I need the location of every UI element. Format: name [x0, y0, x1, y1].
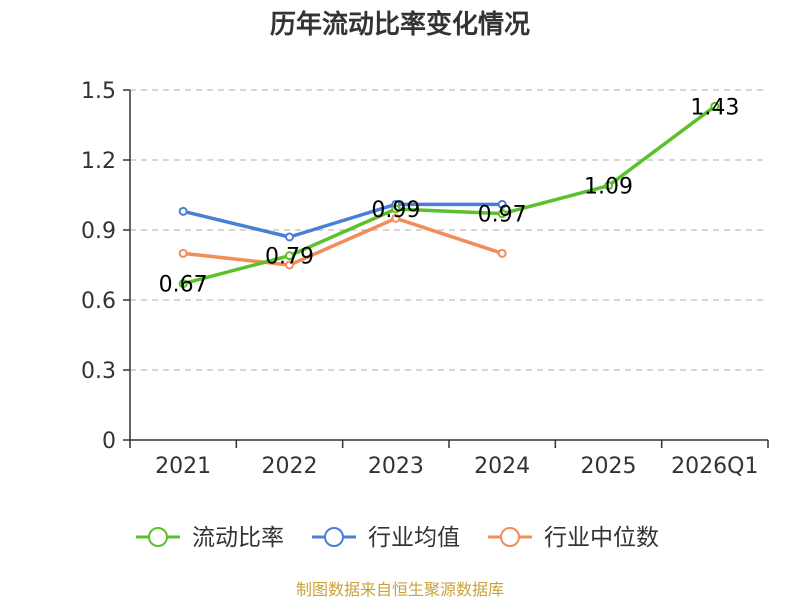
data-label-5: 1.43 — [690, 95, 739, 120]
series-2-point-2 — [391, 213, 401, 223]
legend-marker-2 — [500, 527, 520, 547]
legend-label-0: 流动比率 — [192, 525, 284, 551]
series-layer — [178, 101, 720, 289]
series-0-point-2 — [391, 204, 401, 214]
source-note: 制图数据来自恒生聚源数据库 — [296, 580, 504, 599]
y-tick-label-3: 0.9 — [81, 219, 116, 244]
axes: 0 0.3 0.6 0.9 1.2 1.5 2021 2022 2023 2024 2025 2026… — [81, 79, 769, 479]
legend-marker-1 — [324, 527, 344, 547]
series-0-point-5 — [710, 101, 720, 111]
data-labels: 0.67 0.79 0.99 0.97 1.09 1.43 — [159, 95, 740, 297]
series-0-point-4 — [604, 181, 613, 191]
legend-label-1: 行业均值 — [368, 525, 460, 551]
series-2-point-0 — [178, 248, 188, 258]
series-line-2 — [182, 216, 503, 267]
x-tick-label-2: 2023 — [368, 454, 424, 479]
y-tick-label-4: 1.2 — [81, 149, 116, 174]
chart-title: 历年流动比率变化情况 — [270, 9, 530, 40]
x-tick-label-1: 2022 — [262, 454, 318, 479]
series-0-point-3 — [497, 209, 507, 219]
data-label-3: 0.97 — [478, 203, 527, 228]
series-0-point-1 — [285, 251, 294, 261]
x-tick-label-0: 2021 — [155, 454, 211, 479]
legend-label-2: 行业中位数 — [544, 525, 659, 551]
x-tick-label-4: 2025 — [581, 454, 637, 479]
series-line-1 — [182, 202, 503, 239]
y-tick-label-0: 0 — [102, 429, 116, 454]
y-tick-label-5: 1.5 — [81, 79, 116, 104]
series-2-point-1 — [285, 260, 294, 270]
series-1-point-3 — [497, 199, 507, 209]
legend: 流动比率 行业均值 行业中位数 — [136, 525, 659, 551]
data-label-4: 1.09 — [584, 175, 633, 200]
data-label-1: 0.79 — [265, 245, 314, 270]
series-1-point-0 — [178, 206, 188, 216]
data-label-2: 0.99 — [371, 198, 420, 223]
x-tick-label-3: 2024 — [474, 454, 530, 479]
x-tick-label-5: 2026Q1 — [671, 454, 758, 479]
series-line-0 — [182, 104, 716, 286]
y-tick-label-2: 0.6 — [81, 289, 116, 314]
series-2-point-3 — [497, 248, 507, 258]
series-1-point-1 — [285, 232, 294, 242]
grid-lines — [130, 89, 768, 371]
legend-marker-0 — [148, 527, 168, 547]
y-tick-label-1: 0.3 — [81, 359, 116, 384]
data-label-0: 0.67 — [159, 273, 208, 298]
series-0-point-0 — [178, 279, 188, 289]
